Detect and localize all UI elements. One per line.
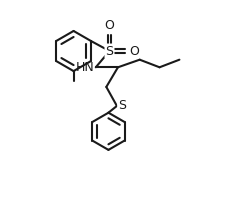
Text: O: O bbox=[129, 45, 139, 58]
Text: O: O bbox=[104, 19, 114, 33]
Text: S: S bbox=[118, 100, 126, 112]
Text: S: S bbox=[105, 45, 114, 58]
Text: HN: HN bbox=[75, 61, 94, 74]
